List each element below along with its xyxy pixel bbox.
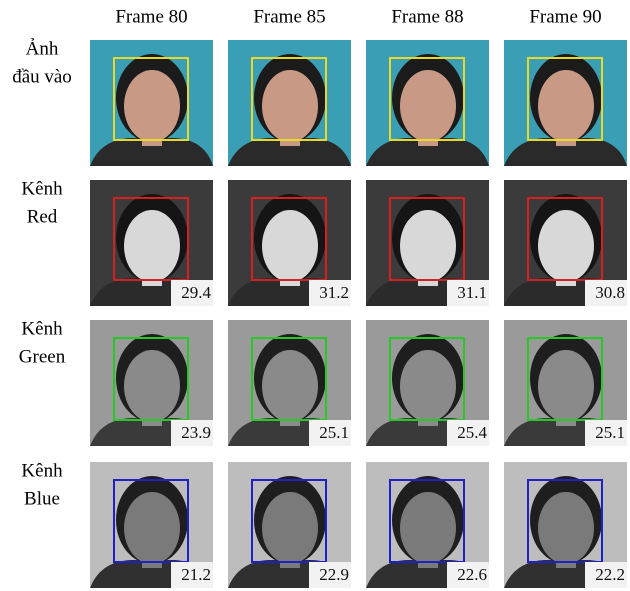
value-label: 25.4 (457, 423, 487, 442)
value-label: 21.2 (181, 565, 211, 584)
image-cell: 22.9 (228, 462, 351, 588)
image-cell: 21.2 (90, 462, 213, 588)
face (262, 492, 318, 564)
face (538, 70, 594, 142)
value-label: 30.8 (595, 283, 625, 302)
face-box (527, 337, 603, 421)
value-label-bg (171, 280, 213, 306)
face (262, 70, 318, 142)
face-box (113, 337, 189, 421)
face-box (389, 479, 465, 563)
value-label: 29.4 (181, 283, 211, 302)
value-label-bg (309, 280, 351, 306)
value-label-bg (171, 420, 213, 446)
image-cell (228, 40, 351, 166)
face (262, 210, 318, 282)
face-box (251, 197, 327, 281)
face (538, 492, 594, 564)
face (400, 210, 456, 282)
face (538, 350, 594, 422)
row-label: Blue (24, 488, 60, 509)
face-box (389, 57, 465, 141)
value-label-bg (447, 562, 489, 588)
face-box (527, 479, 603, 563)
face-box (113, 197, 189, 281)
face-box (113, 479, 189, 563)
face (400, 350, 456, 422)
value-label-bg (585, 420, 627, 446)
image-cell (366, 40, 489, 166)
shoulders (228, 138, 351, 166)
face (124, 350, 180, 422)
face (124, 210, 180, 282)
row-label: Green (19, 346, 66, 367)
face-box (527, 57, 603, 141)
image-cell (504, 40, 627, 166)
column-header: Frame 88 (391, 6, 463, 27)
column-header: Frame 85 (253, 6, 325, 27)
value-label-bg (171, 562, 213, 588)
image-cell: 22.2 (504, 462, 627, 588)
column-header: Frame 90 (529, 6, 601, 27)
value-label-bg (309, 420, 351, 446)
value-label: 22.6 (457, 565, 487, 584)
image-cell: 25.1 (228, 320, 351, 446)
value-label-bg (447, 420, 489, 446)
value-label: 31.2 (319, 283, 349, 302)
image-cell: 31.1 (366, 180, 489, 306)
face-box (389, 337, 465, 421)
face-box (389, 197, 465, 281)
shoulders (504, 138, 627, 166)
column-header: Frame 80 (115, 6, 187, 27)
face-box (251, 337, 327, 421)
shoulders (366, 138, 489, 166)
value-label: 22.2 (595, 565, 625, 584)
face-box (251, 57, 327, 141)
face (124, 70, 180, 142)
image-cell: 23.9 (90, 320, 213, 446)
face (124, 492, 180, 564)
value-label: 25.1 (595, 423, 625, 442)
face (400, 70, 456, 142)
shoulders (90, 138, 213, 166)
face (400, 492, 456, 564)
face (262, 350, 318, 422)
row-label: Kênh (21, 178, 63, 199)
image-cell: 22.6 (366, 462, 489, 588)
face (538, 210, 594, 282)
image-cell: 29.4 (90, 180, 213, 306)
image-cell (90, 40, 213, 166)
value-label-bg (585, 280, 627, 306)
value-label: 31.1 (457, 283, 487, 302)
value-label: 23.9 (181, 423, 211, 442)
image-cell: 31.2 (228, 180, 351, 306)
value-label-bg (447, 280, 489, 306)
row-label: Kênh (21, 318, 63, 339)
face-box (527, 197, 603, 281)
value-label-bg (585, 562, 627, 588)
image-cell: 25.4 (366, 320, 489, 446)
value-label-bg (309, 562, 351, 588)
value-label: 25.1 (319, 423, 349, 442)
image-cell: 25.1 (504, 320, 627, 446)
row-label: Kênh (21, 460, 63, 481)
row-label: Red (27, 206, 58, 227)
image-cell: 30.8 (504, 180, 627, 306)
face-box (113, 57, 189, 141)
row-label: Ảnh (26, 38, 59, 59)
face-box (251, 479, 327, 563)
row-label: đầu vào (12, 66, 72, 87)
value-label: 22.9 (319, 565, 349, 584)
